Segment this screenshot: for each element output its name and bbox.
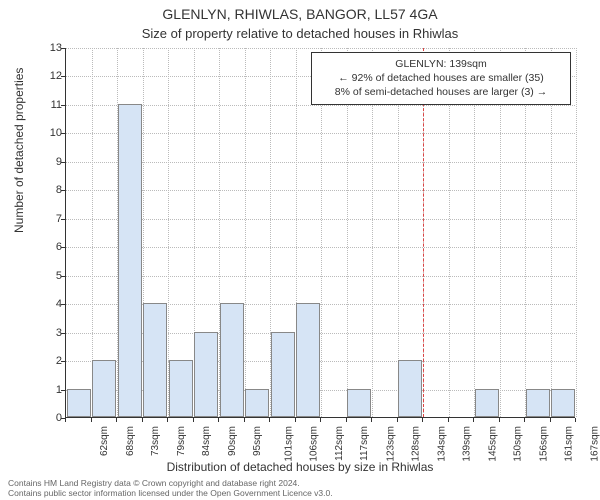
x-tick-label: 79sqm [176,426,187,456]
x-tick-label: 139sqm [462,426,473,462]
x-tick-mark [193,418,194,422]
annotation-line-2: ← 92% of detached houses are smaller (35… [320,71,562,85]
histogram-bar [67,389,91,417]
x-tick-mark [320,418,321,422]
y-tick-mark [61,162,65,163]
annotation-line-1: GLENLYN: 139sqm [320,57,562,71]
histogram-bar [551,389,575,417]
x-tick-mark [346,418,347,422]
x-tick-mark [448,418,449,422]
x-tick-label: 62sqm [99,426,110,456]
footer-line-2: Contains public sector information licen… [8,488,333,498]
y-tick-label: 6 [40,241,62,253]
y-tick-mark [61,333,65,334]
x-tick-label: 73sqm [150,426,161,456]
x-tick-mark [65,418,66,422]
y-tick-label: 13 [40,42,62,54]
x-tick-label: 101sqm [283,426,294,462]
y-tick-label: 4 [40,298,62,310]
histogram-bar [271,332,295,417]
y-tick-mark [61,361,65,362]
x-tick-label: 150sqm [513,426,524,462]
histogram-bar [220,303,244,417]
x-tick-mark [244,418,245,422]
x-tick-label: 123sqm [385,426,396,462]
x-tick-label: 167sqm [589,426,600,462]
x-tick-mark [371,418,372,422]
y-tick-mark [61,105,65,106]
x-tick-label: 117sqm [359,426,370,461]
x-tick-mark [524,418,525,422]
x-axis-label: Distribution of detached houses by size … [0,460,600,474]
x-tick-mark [218,418,219,422]
histogram-bar [526,389,550,417]
x-tick-mark [397,418,398,422]
annotation-line-3: 8% of semi-detached houses are larger (3… [320,85,562,99]
y-tick-label: 7 [40,213,62,225]
histogram-bar [92,360,116,417]
histogram-bar [398,360,422,417]
y-tick-label: 0 [40,412,62,424]
y-tick-mark [61,219,65,220]
y-tick-label: 10 [40,127,62,139]
x-tick-label: 134sqm [436,426,447,462]
x-tick-mark [575,418,576,422]
gridline-v [245,48,246,417]
histogram-bar [245,389,269,417]
y-tick-mark [61,390,65,391]
x-tick-label: 90sqm [227,426,238,456]
x-tick-label: 95sqm [252,426,263,456]
histogram-bar [194,332,218,417]
x-tick-mark [116,418,117,422]
x-tick-label: 112sqm [333,426,344,461]
chart-title-sub: Size of property relative to detached ho… [0,26,600,41]
x-tick-mark [422,418,423,422]
x-tick-label: 156sqm [538,426,549,462]
histogram-bar [143,303,167,417]
histogram-bar [118,104,142,417]
y-tick-mark [61,247,65,248]
y-tick-mark [61,190,65,191]
x-tick-mark [473,418,474,422]
annotation-box: GLENLYN: 139sqm← 92% of detached houses … [311,52,571,105]
y-tick-mark [61,48,65,49]
y-tick-label: 1 [40,384,62,396]
x-tick-label: 68sqm [125,426,136,456]
y-tick-label: 12 [40,70,62,82]
x-tick-mark [550,418,551,422]
y-tick-mark [61,133,65,134]
x-tick-label: 161sqm [564,426,575,462]
x-tick-mark [91,418,92,422]
histogram-bar [169,360,193,417]
y-tick-label: 9 [40,156,62,168]
x-tick-label: 128sqm [411,426,422,462]
property-size-histogram: GLENLYN, RHIWLAS, BANGOR, LL57 4GA Size … [0,0,600,500]
y-tick-mark [61,304,65,305]
y-tick-mark [61,76,65,77]
x-tick-mark [499,418,500,422]
y-tick-label: 11 [40,99,62,111]
x-tick-mark [167,418,168,422]
x-tick-mark [269,418,270,422]
chart-title-main: GLENLYN, RHIWLAS, BANGOR, LL57 4GA [0,6,600,22]
histogram-bar [296,303,320,417]
x-tick-label: 106sqm [309,426,320,462]
y-tick-mark [61,276,65,277]
x-tick-label: 145sqm [487,426,498,462]
x-tick-label: 84sqm [201,426,212,456]
footer-line-1: Contains HM Land Registry data © Crown c… [8,478,333,488]
gridline-v [576,48,577,417]
histogram-bar [347,389,371,417]
y-tick-label: 5 [40,270,62,282]
histogram-bar [475,389,499,417]
footer-attribution: Contains HM Land Registry data © Crown c… [8,478,333,498]
x-tick-mark [295,418,296,422]
x-tick-mark [142,418,143,422]
y-axis-label: Number of detached properties [12,68,26,233]
y-tick-label: 8 [40,184,62,196]
y-tick-label: 2 [40,355,62,367]
y-tick-label: 3 [40,327,62,339]
